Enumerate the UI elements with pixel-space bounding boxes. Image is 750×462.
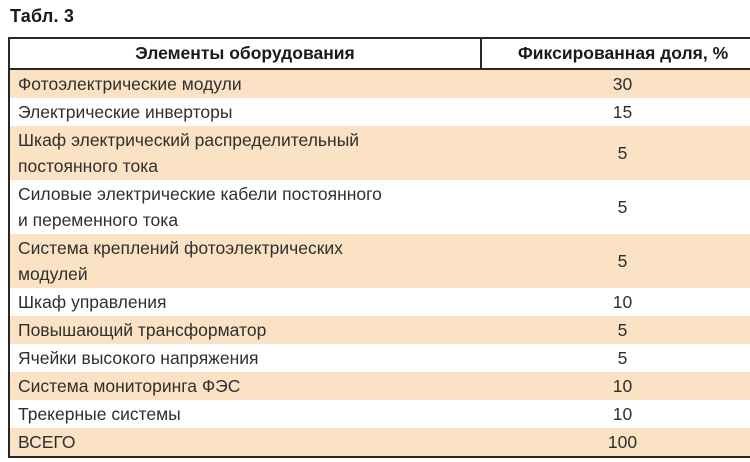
- share-value-cell: 100: [607, 432, 638, 452]
- share-value-cell: 10: [612, 376, 633, 396]
- table-row: Силовые электрические кабели постоянного…: [9, 180, 750, 234]
- table-row: Повышающий трансформатор 5: [9, 316, 750, 344]
- table-row: ВСЕГО 100: [9, 428, 750, 457]
- equipment-name-cell: Система мониторинга ФЭС: [18, 376, 241, 396]
- table-row: Фотоэлектрические модули 30: [9, 69, 750, 98]
- table-row: Трекерные системы 10: [9, 400, 750, 428]
- share-value-cell: 10: [612, 292, 633, 312]
- equipment-name-cell: ВСЕГО: [18, 432, 76, 452]
- equipment-name-cell: Трекерные системы: [18, 404, 181, 424]
- column-header-equipment: Элементы оборудования: [9, 38, 482, 70]
- share-value-cell: 5: [617, 197, 628, 217]
- share-value-cell: 5: [617, 348, 628, 368]
- share-value-cell: 30: [612, 74, 633, 94]
- equipment-name-cell: Фотоэлектрические модули: [18, 74, 242, 94]
- share-value-cell: 5: [617, 251, 628, 271]
- equipment-share-table: Элементы оборудования Фиксированная доля…: [8, 37, 750, 458]
- table-row: Шкаф электрический распределительный пос…: [9, 126, 750, 180]
- table-row: Ячейки высокого напряжения 5: [9, 344, 750, 372]
- table-caption: Табл. 3: [10, 6, 75, 26]
- equipment-name-cell: Повышающий трансформатор: [18, 320, 267, 340]
- table-row: Система мониторинга ФЭС 10: [9, 372, 750, 400]
- equipment-name-cell: Шкаф электрический распределительный пос…: [18, 130, 360, 176]
- share-value-cell: 5: [617, 320, 628, 340]
- equipment-name-cell: Электрические инверторы: [18, 102, 233, 122]
- table-row: Шкаф управления 10: [9, 288, 750, 316]
- share-value-cell: 15: [612, 102, 633, 122]
- table-row: Электрические инверторы 15: [9, 98, 750, 126]
- table-row: Система креплений фотоэлектрических моду…: [9, 234, 750, 288]
- header-row: Элементы оборудования Фиксированная доля…: [9, 38, 750, 70]
- column-header-share: Фиксированная доля, %: [481, 38, 750, 70]
- share-value-cell: 10: [612, 404, 633, 424]
- share-value-cell: 5: [617, 143, 628, 163]
- equipment-name-cell: Силовые электрические кабели постоянного…: [18, 184, 382, 230]
- equipment-name-cell: Ячейки высокого напряжения: [18, 348, 259, 368]
- equipment-name-cell: Шкаф управления: [18, 292, 167, 312]
- equipment-name-cell: Система креплений фотоэлектрических моду…: [18, 238, 343, 284]
